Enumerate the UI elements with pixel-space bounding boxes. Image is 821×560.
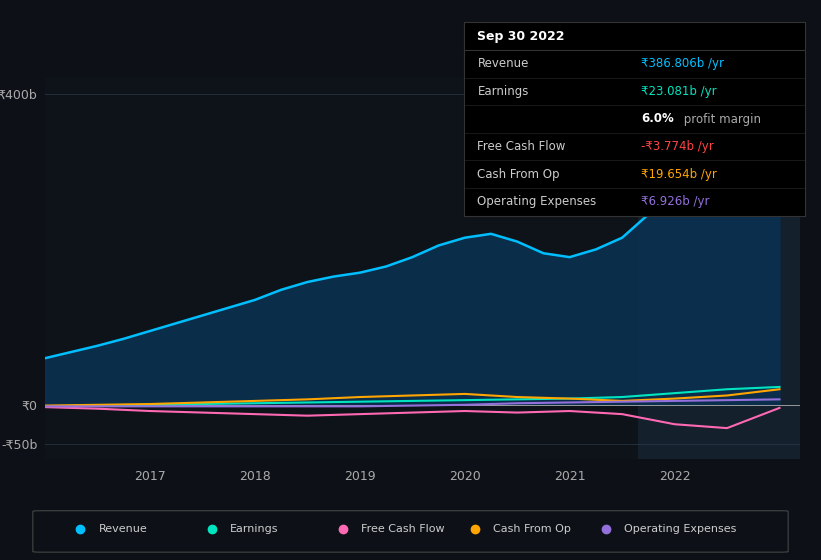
Bar bbox=[638, 78, 800, 459]
Text: Operating Expenses: Operating Expenses bbox=[624, 524, 736, 534]
Text: ₹386.806b /yr: ₹386.806b /yr bbox=[641, 57, 724, 71]
Text: Free Cash Flow: Free Cash Flow bbox=[478, 140, 566, 153]
Text: -₹3.774b /yr: -₹3.774b /yr bbox=[641, 140, 713, 153]
Text: 6.0%: 6.0% bbox=[641, 113, 674, 125]
Text: ₹6.926b /yr: ₹6.926b /yr bbox=[641, 195, 709, 208]
Text: Earnings: Earnings bbox=[478, 85, 529, 98]
Text: ₹23.081b /yr: ₹23.081b /yr bbox=[641, 85, 717, 98]
Text: Operating Expenses: Operating Expenses bbox=[478, 195, 597, 208]
Text: profit margin: profit margin bbox=[681, 113, 761, 125]
Text: Revenue: Revenue bbox=[99, 524, 147, 534]
Text: Cash From Op: Cash From Op bbox=[478, 167, 560, 181]
Text: Sep 30 2022: Sep 30 2022 bbox=[478, 30, 565, 43]
Text: Free Cash Flow: Free Cash Flow bbox=[361, 524, 445, 534]
Text: Revenue: Revenue bbox=[478, 57, 529, 71]
Text: ₹19.654b /yr: ₹19.654b /yr bbox=[641, 167, 717, 181]
Text: Cash From Op: Cash From Op bbox=[493, 524, 571, 534]
Text: Earnings: Earnings bbox=[230, 524, 278, 534]
